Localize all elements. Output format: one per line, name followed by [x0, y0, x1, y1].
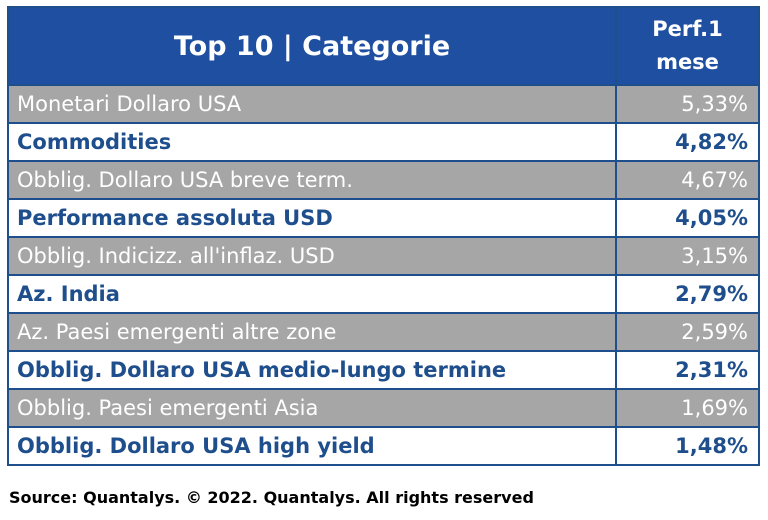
perf-cell: 1,48% [615, 426, 760, 466]
category-cell: Az. India [7, 274, 617, 314]
table-title: Top 10 | Categorie [7, 6, 617, 86]
source-note: Source: Quantalys. © 2022. Quantalys. Al… [9, 488, 534, 507]
table-row: Monetari Dollaro USA 5,33% [7, 84, 760, 124]
table-body: Monetari Dollaro USA 5,33% Commodities 4… [7, 84, 760, 466]
category-cell: Obblig. Paesi emergenti Asia [7, 388, 617, 428]
category-cell: Az. Paesi emergenti altre zone [7, 312, 617, 352]
perf-cell: 3,15% [615, 236, 760, 276]
table-row: Obblig. Paesi emergenti Asia 1,69% [7, 388, 760, 428]
perf-cell: 2,79% [615, 274, 760, 314]
perf-header-line1: Perf.1 [652, 17, 723, 41]
category-cell: Obblig. Indicizz. all'inflaz. USD [7, 236, 617, 276]
perf-cell: 1,69% [615, 388, 760, 428]
table-row: Obblig. Dollaro USA high yield 1,48% [7, 426, 760, 466]
category-cell: Obblig. Dollaro USA high yield [7, 426, 617, 466]
category-cell: Performance assoluta USD [7, 198, 617, 238]
perf-cell: 5,33% [615, 84, 760, 124]
perf-cell: 4,67% [615, 160, 760, 200]
perf-header-line2: mese [656, 50, 719, 74]
table-row: Az. India 2,79% [7, 274, 760, 314]
perf-cell: 4,05% [615, 198, 760, 238]
table-row: Commodities 4,82% [7, 122, 760, 162]
category-cell: Obblig. Dollaro USA breve term. [7, 160, 617, 200]
category-cell: Commodities [7, 122, 617, 162]
category-cell: Monetari Dollaro USA [7, 84, 617, 124]
perf-cell: 2,59% [615, 312, 760, 352]
category-cell: Obblig. Dollaro USA medio-lungo termine [7, 350, 617, 390]
perf-column-header: Perf.1 mese [615, 6, 760, 86]
table-row: Az. Paesi emergenti altre zone 2,59% [7, 312, 760, 352]
table-row: Obblig. Dollaro USA breve term. 4,67% [7, 160, 760, 200]
table-header-row: Top 10 | Categorie Perf.1 mese [7, 6, 760, 86]
perf-cell: 2,31% [615, 350, 760, 390]
table-row: Performance assoluta USD 4,05% [7, 198, 760, 238]
table-row: Obblig. Indicizz. all'inflaz. USD 3,15% [7, 236, 760, 276]
table-row: Obblig. Dollaro USA medio-lungo termine … [7, 350, 760, 390]
top10-table: Top 10 | Categorie Perf.1 mese Monetari … [7, 6, 760, 466]
perf-cell: 4,82% [615, 122, 760, 162]
